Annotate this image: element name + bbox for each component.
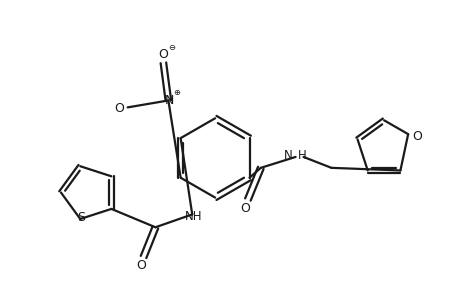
Text: O: O [114,102,124,115]
Text: N: N [164,94,174,107]
Text: S: S [77,211,85,224]
Text: H: H [297,149,306,162]
Text: O: O [240,202,249,215]
Text: ⊖: ⊖ [168,44,174,52]
Text: O: O [411,130,421,142]
Text: NH: NH [184,210,202,223]
Text: O: O [136,260,146,272]
Text: N: N [283,149,292,162]
Text: ⊕: ⊕ [173,88,179,97]
Text: O: O [158,48,168,62]
